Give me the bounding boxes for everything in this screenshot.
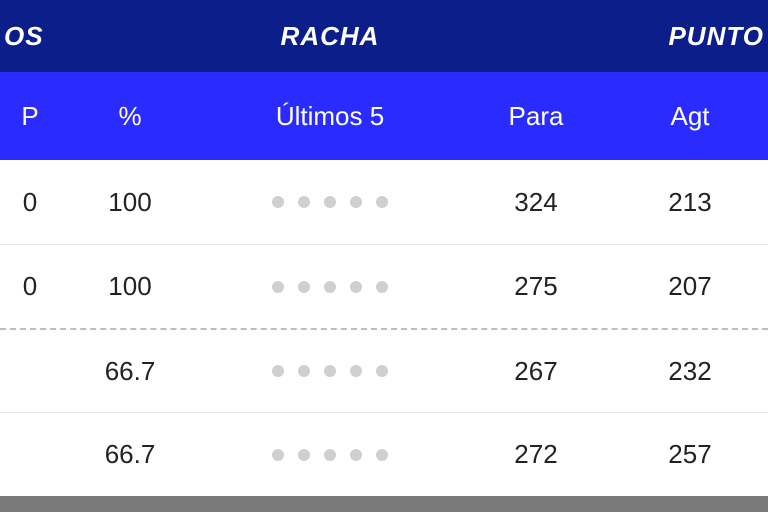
col-header-para: Para <box>460 72 612 160</box>
cell-para: 267 <box>460 330 612 412</box>
cell-streak <box>200 413 460 496</box>
streak-dot-icon <box>376 196 388 208</box>
streak-dot-icon <box>376 365 388 377</box>
streak-dot-icon <box>298 196 310 208</box>
streak-dots <box>272 281 388 293</box>
cell-para: 272 <box>460 413 612 496</box>
streak-dot-icon <box>324 365 336 377</box>
cell-p: 0 <box>0 245 60 328</box>
cell-agt: 232 <box>612 330 768 412</box>
streak-dot-icon <box>272 365 284 377</box>
streak-dot-icon <box>272 196 284 208</box>
cell-agt: 207 <box>612 245 768 328</box>
cell-p: 0 <box>0 160 60 244</box>
footer-bar <box>0 496 768 512</box>
streak-dot-icon <box>376 281 388 293</box>
table-row: 66.7 267 232 <box>0 328 768 412</box>
group-header-racha: RACHA <box>200 0 460 72</box>
streak-dot-icon <box>298 365 310 377</box>
col-header-percent: % <box>60 72 200 160</box>
streak-dot-icon <box>350 281 362 293</box>
cell-streak <box>200 245 460 328</box>
cell-streak <box>200 160 460 244</box>
cell-percent: 66.7 <box>60 330 200 412</box>
streak-dot-icon <box>376 449 388 461</box>
streak-dots <box>272 449 388 461</box>
streak-dot-icon <box>324 281 336 293</box>
streak-dot-icon <box>324 196 336 208</box>
streak-dot-icon <box>298 449 310 461</box>
group-header-row: OS RACHA PUNTO <box>0 0 768 72</box>
cell-agt: 213 <box>612 160 768 244</box>
cell-percent: 66.7 <box>60 413 200 496</box>
table-row: 0 100 324 213 <box>0 160 768 244</box>
streak-dot-icon <box>272 281 284 293</box>
streak-dots <box>272 196 388 208</box>
cell-agt: 257 <box>612 413 768 496</box>
standings-table: OS RACHA PUNTO P % Últimos 5 Para Agt 0 … <box>0 0 768 512</box>
cell-p <box>0 413 60 496</box>
col-header-p: P <box>0 72 60 160</box>
streak-dots <box>272 365 388 377</box>
table-body: 0 100 324 213 0 100 275 207 66.7 267 232… <box>0 160 768 496</box>
streak-dot-icon <box>298 281 310 293</box>
streak-dot-icon <box>324 449 336 461</box>
streak-dot-icon <box>272 449 284 461</box>
cell-para: 324 <box>460 160 612 244</box>
cell-percent: 100 <box>60 160 200 244</box>
streak-dot-icon <box>350 196 362 208</box>
streak-dot-icon <box>350 449 362 461</box>
streak-dot-icon <box>350 365 362 377</box>
sub-header-row: P % Últimos 5 Para Agt <box>0 72 768 160</box>
table-row: 66.7 272 257 <box>0 412 768 496</box>
cell-percent: 100 <box>60 245 200 328</box>
table-row: 0 100 275 207 <box>0 244 768 328</box>
cell-p <box>0 330 60 412</box>
cell-para: 275 <box>460 245 612 328</box>
col-header-ultimos5: Últimos 5 <box>200 72 460 160</box>
col-header-agt: Agt <box>612 72 768 160</box>
group-header-partidos: OS <box>0 0 200 72</box>
cell-streak <box>200 330 460 412</box>
group-header-puntos: PUNTO <box>460 0 768 72</box>
